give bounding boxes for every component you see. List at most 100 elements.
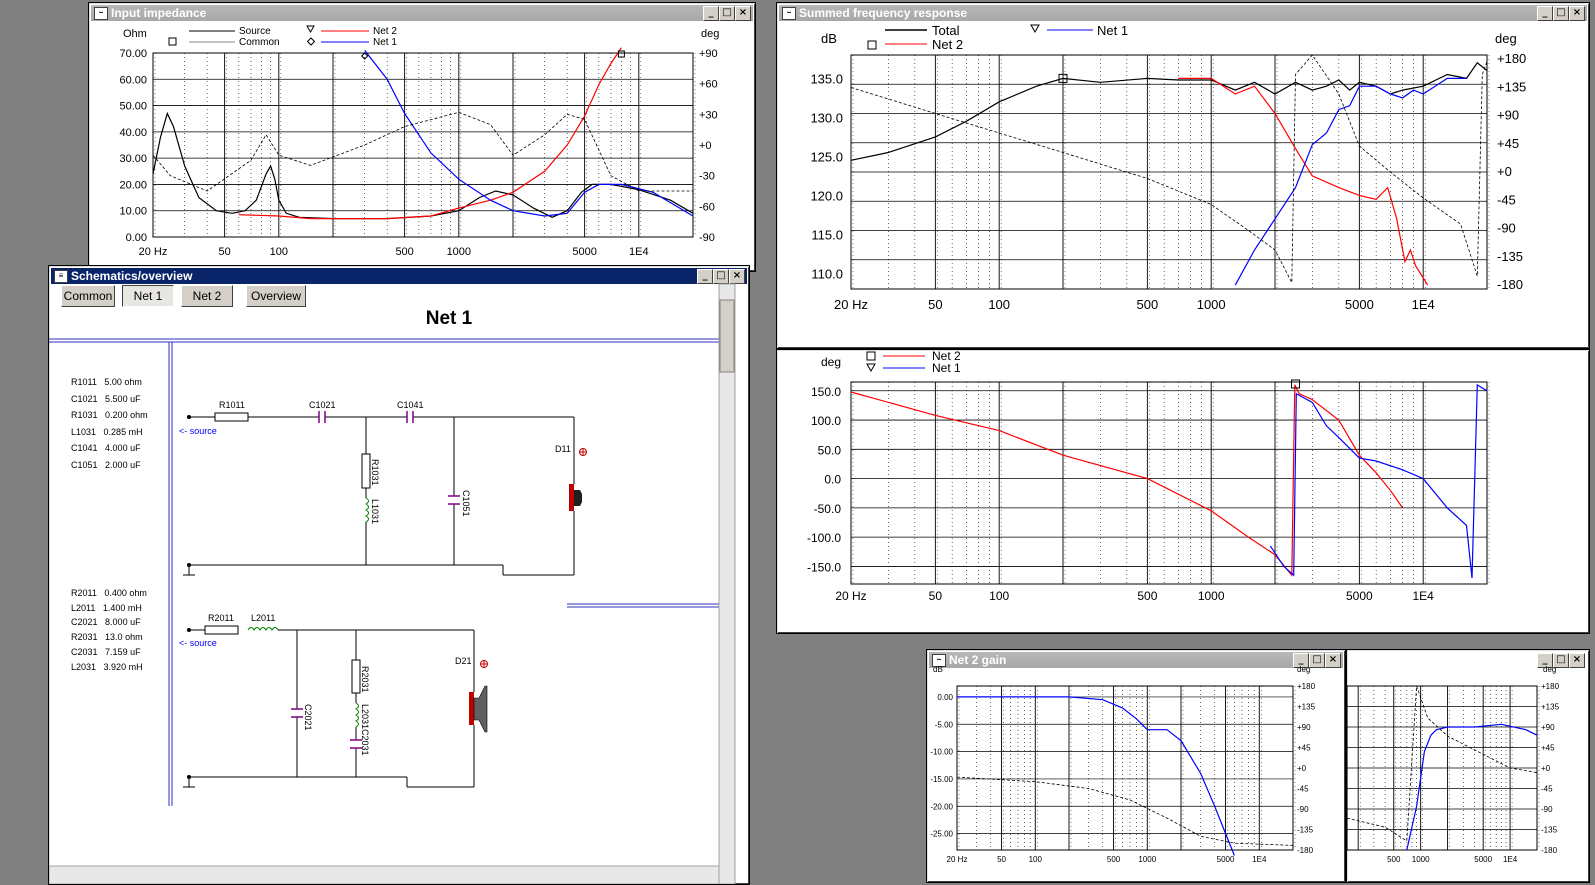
y2-tick-label: +180 — [1541, 682, 1560, 691]
net2-gain-curve — [957, 696, 1235, 856]
phase-net1-curve — [1269, 383, 1488, 579]
y-unit-label: Ohm — [123, 28, 147, 40]
schematics-window[interactable]: ≡ Schematics/overview _ □ × Common Net 1… — [48, 265, 750, 885]
y2-tick-label: +90 — [1541, 723, 1555, 732]
close-button[interactable]: × — [1569, 653, 1585, 668]
curve-marker — [617, 50, 625, 58]
legend-marker — [306, 25, 315, 33]
summed-net2-curve — [1178, 77, 1429, 286]
phase-chart: 150.0 100.0 50.0 0.0 -50.0 -100.0 -150.0 20 Hz 5… — [807, 350, 1490, 603]
legend-marker — [866, 351, 876, 361]
impedance-net1-curve — [364, 50, 694, 217]
net1-component-list: R1011 5.00 ohm C1021 5.500 uF R1031 0.20… — [71, 374, 148, 473]
phase-net2-curve — [850, 384, 1404, 577]
legend-marker — [866, 363, 876, 373]
maximize-button[interactable]: □ — [719, 6, 735, 21]
summed-response-window[interactable]: ~ Summed frequency response _ □ × 135.0 1… — [776, 2, 1590, 349]
title-bar[interactable]: ~ Summed frequency response _ □ × — [779, 5, 1587, 21]
y-tick-label: -15.00 — [930, 775, 953, 784]
x-tick-label: 5000 — [1345, 297, 1374, 312]
net1-gain-chart: +180 +135 +90 +45 +0 -45 -90 -135 -180 500 1000 500… — [1347, 665, 1560, 864]
vertical-scrollbar — [718, 283, 736, 884]
net1-gain-window[interactable]: _ □ × +180 +135 +90 +45 +0 -45 -90 -135 -180 500 1… — [1346, 649, 1590, 883]
legend-label: Net 2 — [932, 37, 963, 52]
curve-marker — [1058, 73, 1068, 83]
y-tick-label: 130.0 — [810, 110, 843, 125]
y2-tick-label: -60 — [699, 201, 715, 213]
y2-tick-label: -135 — [1297, 826, 1314, 835]
close-button[interactable]: × — [735, 6, 751, 21]
resistor-r1031 — [361, 453, 371, 489]
title-bar[interactable]: ~ Input impedance _ □ × — [91, 5, 753, 21]
x-tick-label: 50 — [997, 855, 1006, 864]
legend-label: Net 2 — [932, 350, 961, 363]
y-unit-label: dB — [933, 665, 943, 674]
title-bar[interactable]: ≡ Schematics/overview _ □ × — [51, 268, 747, 284]
maximize-button[interactable]: □ — [1309, 653, 1325, 668]
y2-tick-label: +45 — [1297, 744, 1311, 753]
maximize-button[interactable]: □ — [1553, 6, 1569, 21]
title-bar[interactable]: ~ Net 2 gain _ □ × — [929, 652, 1343, 668]
x-tick-label: 500 — [1107, 855, 1121, 864]
minimize-button[interactable]: _ — [1537, 653, 1553, 668]
plot-frame — [956, 685, 1294, 851]
resistor-r2031 — [351, 659, 361, 694]
label-l2031: L2031 — [360, 704, 370, 729]
y2-unit-label: deg — [701, 28, 719, 40]
plot-frame — [152, 52, 694, 238]
tab-net1[interactable]: Net 1 — [122, 285, 174, 307]
scroll-thumb — [719, 299, 735, 373]
source-node — [187, 415, 191, 419]
y2-tick-label: -180 — [1497, 277, 1523, 292]
label-c1041: C1041 — [397, 400, 424, 410]
tab-common[interactable]: Common — [61, 285, 115, 307]
title-bar[interactable]: _ □ × — [1349, 652, 1587, 668]
y2-unit-label: deg — [1543, 665, 1556, 674]
legend-label: Common — [239, 37, 280, 48]
maximize-button[interactable]: □ — [713, 269, 729, 284]
maximize-button[interactable]: □ — [1553, 653, 1569, 668]
component-row: R1011 5.00 ohm — [71, 377, 142, 387]
close-button[interactable]: × — [729, 269, 745, 284]
speaker-d21 — [469, 660, 488, 733]
y-tick-label: -10.00 — [930, 748, 953, 757]
close-button[interactable]: × — [1325, 653, 1341, 668]
y-tick-label: 110.0 — [811, 266, 843, 281]
phase-window[interactable]: 150.0 100.0 50.0 0.0 -50.0 -100.0 -150.0 20 Hz 5… — [776, 349, 1590, 634]
y2-tick-label: -30 — [699, 171, 715, 183]
y2-tick-label: +0 — [1497, 164, 1512, 179]
y2-tick-label: +135 — [1497, 79, 1526, 94]
net1-gain-curve — [1406, 723, 1538, 851]
net2-gain-window[interactable]: ~ Net 2 gain _ □ × 0.00 -5.00 -10.00 -15.00… — [926, 649, 1346, 883]
summed-net1-curve — [1234, 77, 1467, 286]
chart-icon: ~ — [932, 654, 946, 667]
close-button[interactable]: × — [1569, 6, 1585, 21]
y-tick-label: 125.0 — [810, 149, 843, 164]
input-impedance-window[interactable]: ~ Input impedance _ □ × 70.00 60.00 50.00 4… — [88, 2, 756, 272]
legend-label: Source — [239, 26, 271, 37]
minimize-button[interactable]: _ — [703, 6, 719, 21]
chart-icon: ~ — [782, 7, 796, 20]
y2-tick-label: +180 — [1297, 682, 1316, 691]
y2-tick-label: -90 — [1541, 805, 1553, 814]
minimize-button[interactable]: _ — [1293, 653, 1309, 668]
label-d21: D21 — [455, 656, 472, 666]
window-title: Input impedance — [111, 6, 207, 20]
legend-label: Net 1 — [1097, 23, 1128, 38]
x-tick-label: 50 — [929, 589, 943, 603]
legend-label: Net 1 — [932, 361, 961, 375]
source-label: <- source — [179, 638, 217, 648]
x-tick-label: 1E4 — [1412, 297, 1435, 312]
y-tick-label: 70.00 — [119, 48, 147, 60]
y-tick-label: 10.00 — [119, 206, 147, 218]
tab-overview[interactable]: Overview — [246, 285, 306, 307]
component-row: C2031 7.159 uF — [71, 646, 141, 657]
minimize-button[interactable]: _ — [1537, 6, 1553, 21]
component-row: C2021 8.000 uF — [71, 617, 141, 628]
x-tick-label: 100 — [1029, 855, 1043, 864]
y-tick-label: 115.0 — [811, 227, 843, 242]
y-tick-label: 100.0 — [811, 414, 841, 428]
minimize-button[interactable]: _ — [697, 269, 713, 284]
y-tick-label: 120.0 — [810, 188, 843, 203]
tab-net2[interactable]: Net 2 — [181, 285, 233, 307]
